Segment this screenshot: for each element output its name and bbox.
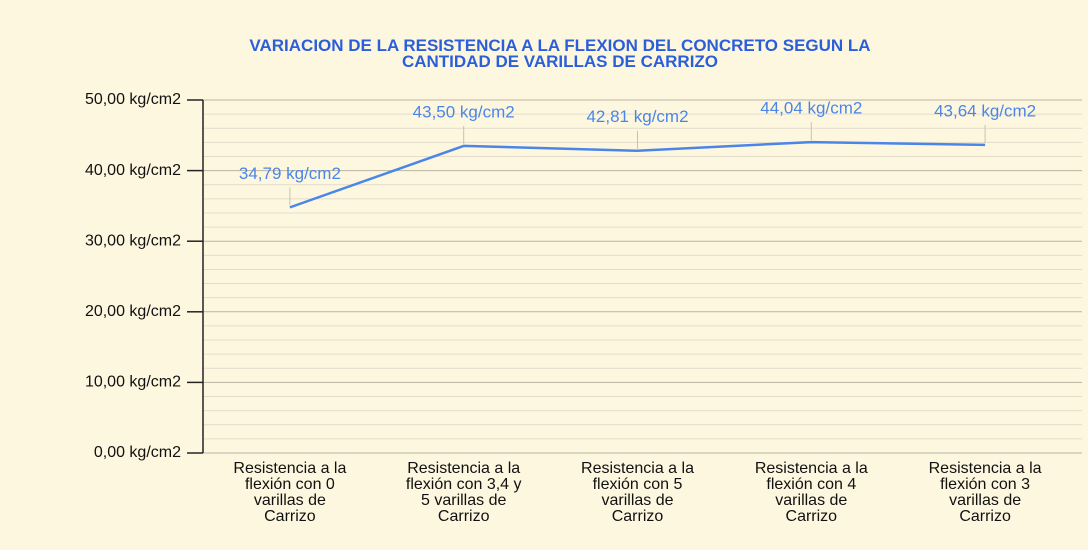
data-label: 34,79 kg/cm2 [239,164,341,183]
y-tick-label: 0,00 kg/cm2 [94,444,181,461]
x-tick-label: Resistencia a la flexión con 0 varillas de… [233,460,346,525]
y-tick-label: 10,00 kg/cm2 [85,374,181,391]
y-tick-label: 40,00 kg/cm2 [85,162,181,179]
data-label: 43,50 kg/cm2 [413,102,515,121]
y-tick-label: 20,00 kg/cm2 [85,303,181,320]
data-label: 43,64 kg/cm2 [934,101,1036,120]
x-tick-label: Resistencia a la flexión con 4 varillas de… [755,460,868,525]
x-tick-label: Resistencia a la flexión con 5 varillas de… [581,460,694,525]
data-label: 44,04 kg/cm2 [760,99,862,118]
chart-title: VARIACION DE LA RESISTENCIA A LA FLEXION… [249,36,870,71]
data-line [289,140,986,209]
x-tick-label: Resistencia a la flexión con 3 varillas de… [929,460,1042,525]
y-tick-label: 30,00 kg/cm2 [85,232,181,249]
y-tick-label: 50,00 kg/cm2 [85,91,181,108]
data-label: 42,81 kg/cm2 [586,107,688,126]
